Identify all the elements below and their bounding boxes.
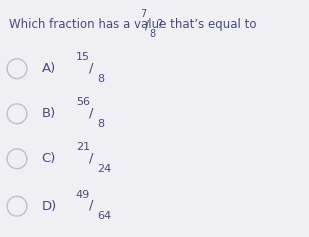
Text: 64: 64: [97, 211, 111, 221]
Text: ?: ?: [156, 18, 162, 31]
Text: A): A): [42, 62, 56, 75]
Text: 7: 7: [140, 9, 146, 19]
Text: 15: 15: [76, 52, 90, 62]
Text: /: /: [145, 18, 149, 31]
Text: /: /: [89, 61, 94, 74]
Text: /: /: [89, 106, 94, 119]
Text: 21: 21: [76, 142, 90, 152]
Text: D): D): [42, 200, 57, 213]
Text: 49: 49: [76, 190, 90, 200]
Text: 24: 24: [97, 164, 111, 174]
Text: C): C): [42, 152, 56, 165]
Text: B): B): [42, 107, 56, 120]
Text: 8: 8: [97, 119, 104, 129]
Text: 8: 8: [150, 29, 156, 39]
Text: Which fraction has a value that’s equal to: Which fraction has a value that’s equal …: [9, 18, 260, 31]
Text: /: /: [89, 151, 94, 164]
Text: /: /: [89, 199, 94, 211]
Text: 56: 56: [76, 97, 90, 107]
Text: 8: 8: [97, 74, 104, 84]
